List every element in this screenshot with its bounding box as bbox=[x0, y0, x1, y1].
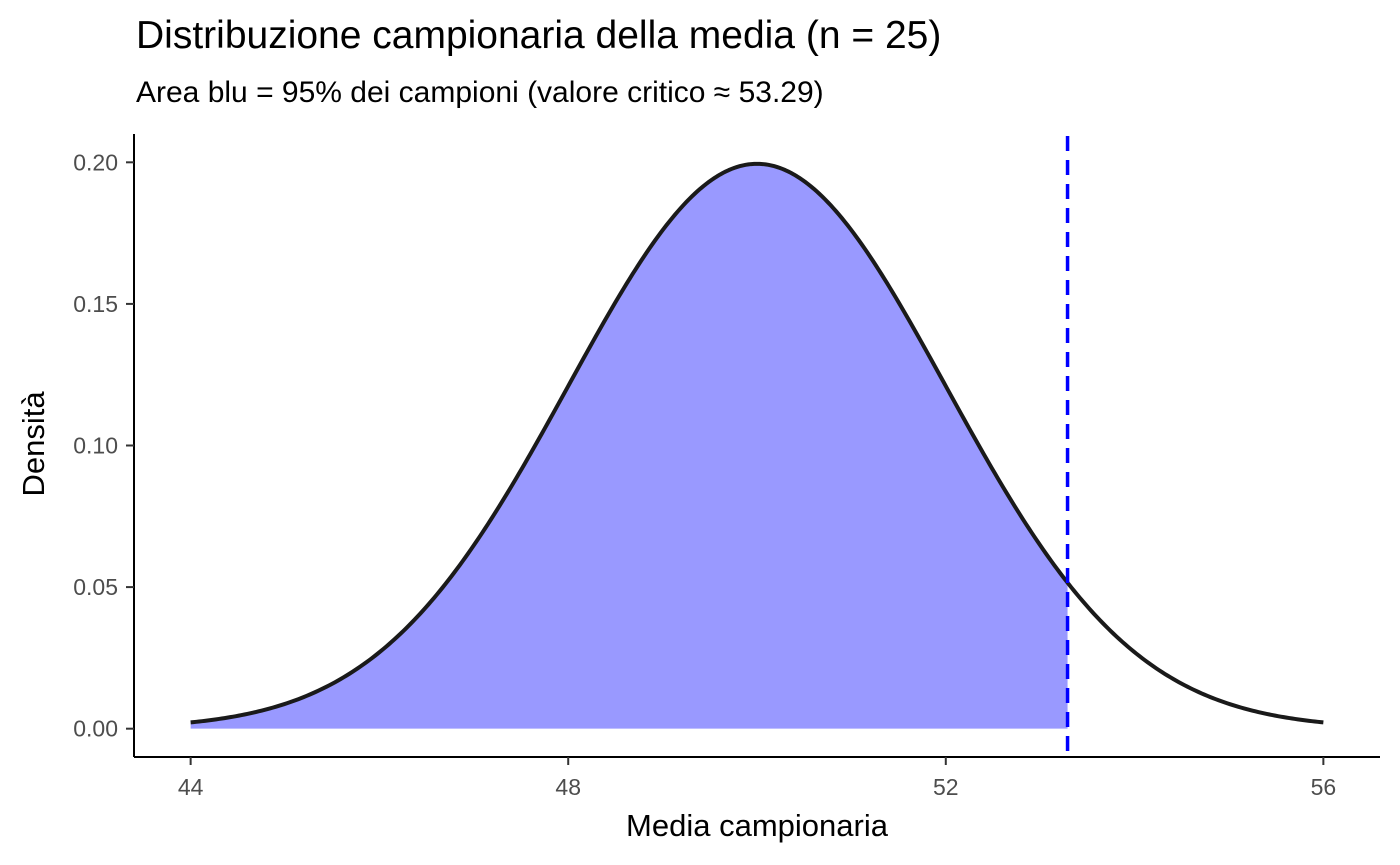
x-tick-label: 56 bbox=[1311, 774, 1337, 800]
y-tick-label: 0.15 bbox=[73, 291, 118, 317]
y-axis-ticks: 0.00 0.05 0.10 0.15 0.20 bbox=[73, 149, 134, 742]
y-tick-label: 0.05 bbox=[73, 574, 118, 600]
x-axis-title: Media campionaria bbox=[626, 808, 889, 843]
y-tick-label: 0.20 bbox=[73, 149, 118, 175]
y-tick-label: 0.00 bbox=[73, 716, 118, 742]
shaded-area-95 bbox=[190, 163, 1068, 729]
x-tick-label: 52 bbox=[933, 774, 959, 800]
x-tick-label: 44 bbox=[178, 774, 204, 800]
chart-title: Distribuzione campionaria della media (n… bbox=[136, 14, 942, 57]
y-tick-label: 0.10 bbox=[73, 433, 118, 459]
density-curve bbox=[190, 161, 1324, 725]
x-axis-ticks: 44 48 52 56 bbox=[178, 757, 1336, 800]
y-axis-title: Densità bbox=[16, 391, 51, 497]
plot-marks bbox=[190, 136, 1324, 757]
chart-subtitle: Area blu = 95% dei campioni (valore crit… bbox=[136, 76, 824, 109]
x-tick-label: 48 bbox=[555, 774, 581, 800]
